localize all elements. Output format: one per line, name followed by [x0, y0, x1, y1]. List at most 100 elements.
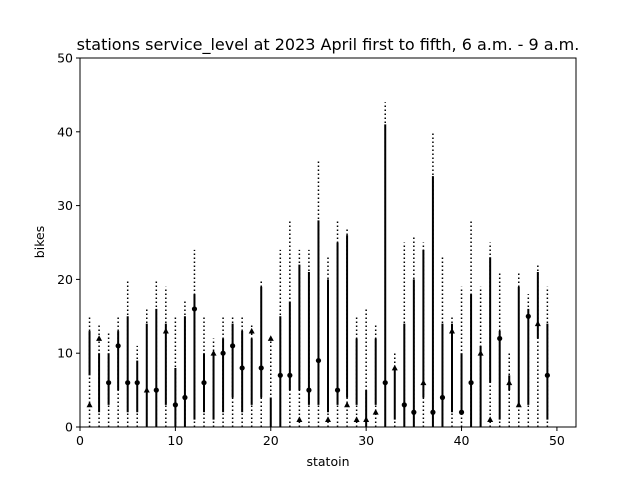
x-axis-label: statoin	[306, 454, 349, 469]
x-tick-label: 0	[76, 433, 84, 448]
station-20	[267, 335, 274, 427]
chart-title: stations service_level at 2023 April fir…	[77, 35, 580, 55]
value-marker-4	[115, 343, 121, 349]
station-46	[515, 272, 522, 427]
value-marker-38	[439, 394, 446, 401]
station-8	[153, 279, 159, 427]
value-marker-40	[458, 409, 465, 415]
station-48	[534, 264, 541, 427]
value-marker-34	[401, 402, 407, 408]
value-marker-5	[125, 380, 131, 386]
y-tick-label: 40	[57, 124, 73, 139]
x-tick-label: 10	[167, 433, 183, 448]
station-19	[258, 279, 264, 427]
value-marker-15	[220, 350, 226, 356]
y-tick-label: 10	[57, 346, 73, 361]
value-marker-9	[162, 327, 169, 334]
plot-marks	[86, 102, 550, 427]
value-marker-45	[506, 379, 513, 386]
value-marker-27	[334, 387, 341, 393]
value-marker-46	[515, 401, 522, 408]
station-26	[325, 257, 331, 427]
station-49	[544, 286, 550, 427]
value-marker-48	[534, 320, 541, 327]
value-marker-44	[497, 335, 503, 342]
station-29	[353, 316, 360, 427]
value-marker-16	[230, 343, 236, 349]
value-marker-24	[306, 387, 312, 393]
station-4	[115, 316, 121, 427]
x-axis-ticks: 0 10 20 30 40 50	[76, 427, 565, 448]
station-12	[191, 249, 198, 427]
station-40	[458, 286, 465, 427]
value-marker-13	[201, 380, 207, 386]
station-44	[497, 272, 503, 427]
value-marker-7	[143, 386, 150, 393]
value-marker-8	[153, 387, 159, 393]
value-marker-23	[296, 416, 303, 423]
y-tick-label: 20	[57, 272, 73, 287]
station-14	[210, 338, 217, 427]
value-marker-22	[287, 372, 293, 378]
station-11	[182, 301, 188, 427]
value-marker-12	[191, 306, 198, 312]
station-42	[477, 286, 484, 427]
station-9	[162, 286, 169, 427]
station-32	[382, 102, 388, 427]
value-marker-49	[544, 372, 550, 378]
value-marker-21	[277, 372, 283, 378]
value-marker-33	[391, 364, 398, 371]
station-1	[86, 316, 93, 427]
station-34	[401, 242, 407, 427]
station-31	[372, 323, 379, 427]
station-2	[96, 323, 103, 427]
value-marker-35	[411, 409, 417, 415]
value-marker-37	[430, 409, 436, 415]
station-28	[344, 227, 351, 427]
station-13	[201, 316, 207, 427]
y-tick-label: 30	[57, 198, 73, 213]
station-38	[439, 257, 446, 427]
station-47	[525, 294, 531, 427]
station-25	[315, 161, 322, 427]
x-tick-label: 50	[549, 433, 565, 448]
value-marker-19	[258, 365, 264, 371]
station-45	[506, 353, 513, 427]
y-tick-label: 0	[65, 420, 73, 435]
y-axis-label: bikes	[32, 226, 47, 258]
x-tick-label: 40	[454, 433, 470, 448]
value-marker-43	[487, 416, 494, 423]
value-marker-14	[210, 350, 217, 356]
station-36	[420, 242, 427, 427]
station-7	[143, 308, 150, 427]
value-marker-41	[468, 380, 474, 386]
value-marker-42	[477, 350, 484, 356]
value-marker-47	[525, 313, 531, 319]
station-15	[220, 316, 226, 427]
station-35	[411, 235, 417, 427]
value-marker-17	[239, 365, 245, 371]
station-22	[287, 220, 293, 427]
station-43	[487, 242, 494, 427]
value-marker-10	[172, 402, 178, 408]
station-5	[125, 279, 131, 427]
station-37	[430, 131, 436, 427]
value-marker-1	[86, 401, 93, 408]
value-marker-6	[134, 380, 140, 386]
station-17	[239, 316, 245, 427]
value-marker-39	[449, 327, 455, 334]
value-marker-18	[248, 327, 255, 334]
station-41	[468, 220, 474, 427]
value-marker-28	[344, 401, 351, 408]
y-axis-ticks: 0 10 20 30 40 50	[57, 51, 80, 435]
value-marker-26	[325, 416, 331, 423]
value-marker-2	[96, 335, 103, 341]
station-30	[363, 308, 370, 427]
y-tick-label: 50	[57, 51, 73, 66]
value-marker-20	[267, 335, 274, 341]
station-21	[277, 249, 283, 427]
station-23	[296, 249, 303, 427]
value-marker-11	[182, 394, 188, 401]
